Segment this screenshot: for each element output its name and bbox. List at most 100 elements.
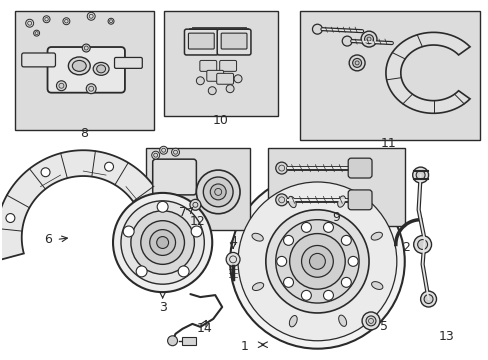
Circle shape — [283, 278, 293, 287]
Circle shape — [191, 226, 202, 237]
Bar — [163, 11, 277, 116]
Text: 5: 5 — [379, 320, 387, 333]
Circle shape — [301, 291, 311, 300]
Circle shape — [131, 211, 194, 274]
Bar — [182, 337, 196, 345]
FancyBboxPatch shape — [347, 158, 371, 178]
Circle shape — [289, 234, 345, 289]
Text: 6: 6 — [44, 233, 52, 246]
Circle shape — [341, 278, 350, 287]
Circle shape — [283, 235, 293, 245]
Ellipse shape — [288, 196, 296, 208]
Text: 10: 10 — [212, 114, 228, 127]
Circle shape — [141, 221, 184, 264]
Bar — [145, 148, 249, 230]
Circle shape — [347, 256, 357, 266]
Ellipse shape — [338, 315, 346, 327]
Polygon shape — [0, 150, 170, 260]
Circle shape — [364, 35, 373, 44]
Bar — [267, 148, 404, 226]
Circle shape — [149, 207, 158, 216]
Circle shape — [149, 230, 175, 255]
Circle shape — [238, 182, 396, 341]
Circle shape — [353, 163, 364, 173]
FancyBboxPatch shape — [219, 60, 236, 71]
Circle shape — [167, 336, 177, 346]
Circle shape — [56, 81, 66, 91]
Ellipse shape — [251, 233, 263, 241]
Circle shape — [82, 44, 90, 52]
Circle shape — [366, 316, 375, 326]
Text: 1: 1 — [241, 340, 248, 353]
Circle shape — [341, 235, 350, 245]
Circle shape — [178, 266, 189, 277]
FancyBboxPatch shape — [221, 33, 246, 49]
Circle shape — [225, 252, 240, 266]
Text: 3: 3 — [159, 301, 166, 314]
FancyBboxPatch shape — [216, 73, 233, 84]
Circle shape — [104, 162, 113, 171]
Circle shape — [275, 220, 358, 303]
Text: 2: 2 — [401, 241, 409, 254]
Circle shape — [230, 174, 404, 349]
FancyBboxPatch shape — [21, 53, 55, 67]
Polygon shape — [0, 223, 1, 255]
Circle shape — [189, 199, 201, 210]
Ellipse shape — [72, 60, 86, 71]
Circle shape — [413, 235, 431, 253]
Ellipse shape — [97, 65, 105, 73]
Circle shape — [420, 291, 436, 307]
Circle shape — [151, 151, 160, 159]
FancyBboxPatch shape — [114, 58, 142, 68]
Circle shape — [276, 256, 286, 266]
Circle shape — [196, 77, 204, 85]
Circle shape — [342, 36, 351, 46]
FancyBboxPatch shape — [200, 60, 216, 71]
Ellipse shape — [337, 196, 345, 207]
Ellipse shape — [371, 282, 382, 289]
Circle shape — [6, 213, 15, 222]
Circle shape — [86, 84, 96, 94]
Polygon shape — [385, 32, 469, 113]
Circle shape — [208, 87, 216, 95]
Circle shape — [360, 31, 376, 47]
Circle shape — [196, 170, 240, 214]
Circle shape — [234, 75, 242, 83]
Circle shape — [275, 162, 287, 174]
Ellipse shape — [68, 57, 90, 75]
Circle shape — [63, 18, 70, 25]
Circle shape — [361, 312, 379, 330]
Circle shape — [348, 55, 365, 71]
Circle shape — [34, 30, 40, 36]
Circle shape — [87, 12, 95, 20]
Ellipse shape — [252, 283, 263, 291]
Text: 4: 4 — [229, 235, 237, 248]
Text: 12: 12 — [189, 215, 205, 228]
Text: 8: 8 — [80, 127, 88, 140]
Circle shape — [157, 201, 168, 212]
Text: 7: 7 — [179, 206, 187, 219]
Circle shape — [412, 167, 427, 183]
Circle shape — [265, 210, 368, 313]
Circle shape — [26, 19, 34, 27]
Circle shape — [156, 237, 168, 248]
Circle shape — [301, 222, 311, 232]
Circle shape — [203, 177, 233, 207]
Text: 14: 14 — [196, 322, 212, 336]
Circle shape — [353, 195, 364, 205]
Circle shape — [41, 168, 50, 177]
Circle shape — [312, 24, 322, 34]
Ellipse shape — [93, 62, 109, 75]
Circle shape — [210, 184, 225, 200]
FancyBboxPatch shape — [206, 70, 223, 81]
Circle shape — [423, 294, 432, 303]
Ellipse shape — [289, 315, 297, 327]
Bar — [15, 11, 153, 130]
Text: 11: 11 — [380, 137, 396, 150]
Ellipse shape — [370, 232, 382, 240]
Circle shape — [417, 239, 427, 249]
Text: 13: 13 — [438, 330, 453, 343]
Circle shape — [121, 201, 204, 284]
Circle shape — [309, 253, 325, 269]
Circle shape — [323, 291, 333, 300]
